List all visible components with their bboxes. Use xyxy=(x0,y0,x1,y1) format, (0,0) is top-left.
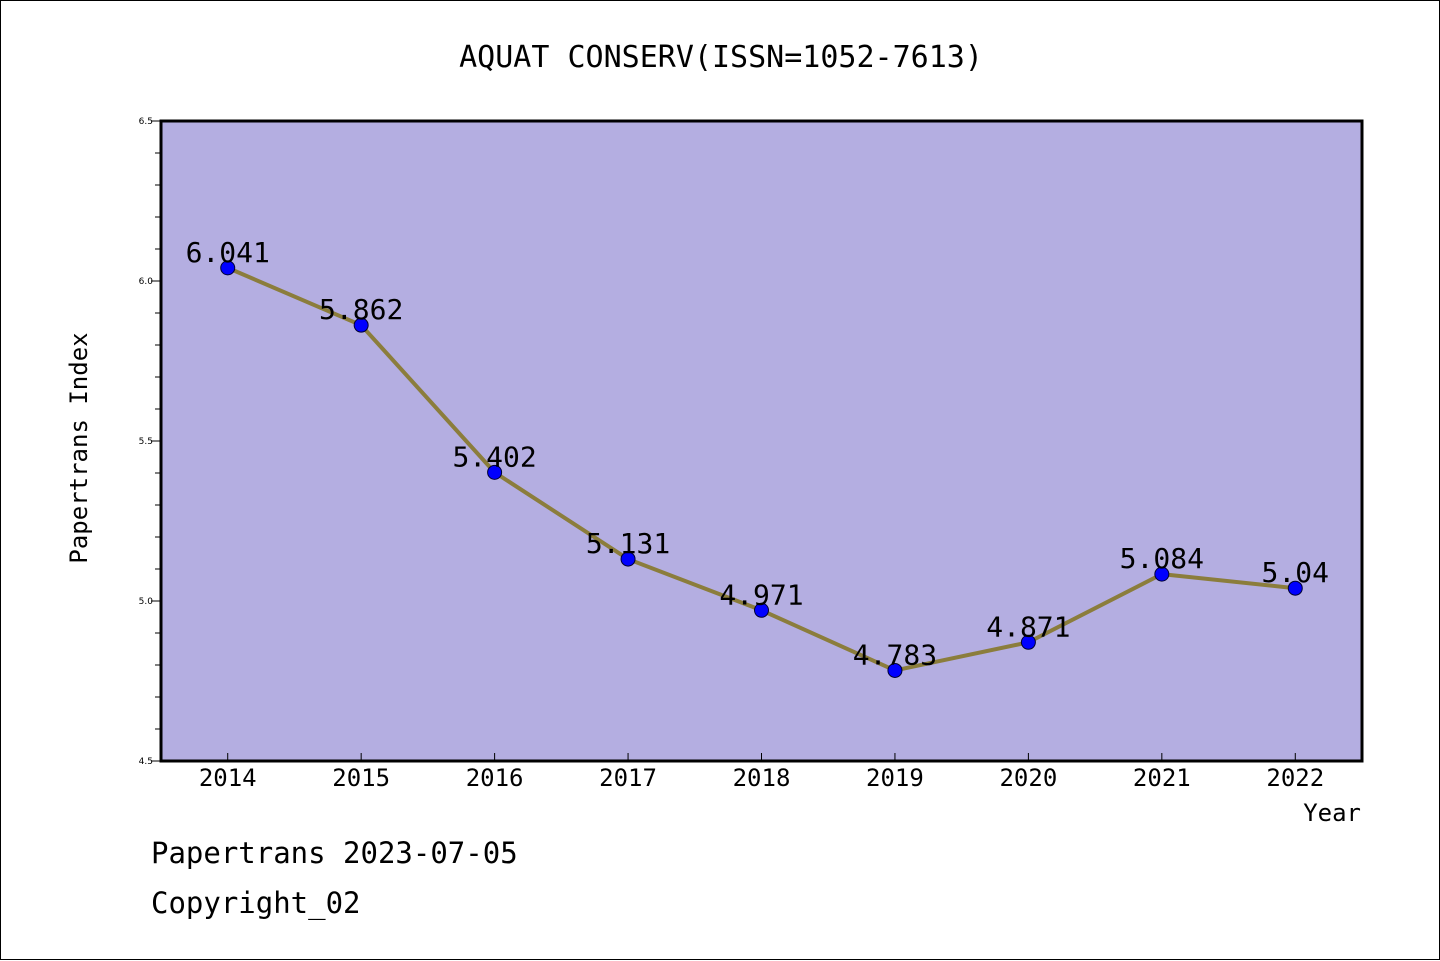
data-label: 4.871 xyxy=(986,610,1070,643)
data-point xyxy=(1020,634,1036,650)
plot-area xyxy=(159,119,1364,763)
data-point xyxy=(620,551,636,567)
y-axis-label: Papertrans Index xyxy=(65,332,93,563)
data-point xyxy=(887,662,903,678)
y-tick-label: 4.5 xyxy=(139,757,153,767)
data-label: 5.131 xyxy=(586,527,670,560)
data-point xyxy=(353,317,369,333)
data-point xyxy=(220,260,236,276)
data-point xyxy=(1287,580,1303,596)
data-label: 4.783 xyxy=(853,638,937,671)
data-label: 6.041 xyxy=(186,236,270,269)
footer-copyright: Copyright_02 xyxy=(151,886,361,920)
x-tick-label: 2018 xyxy=(733,764,791,792)
y-tick-label: 6.5 xyxy=(139,117,153,127)
x-axis-label: Year xyxy=(1303,799,1361,827)
x-tick-label: 2022 xyxy=(1266,764,1324,792)
data-label: 5.084 xyxy=(1120,542,1204,575)
data-label: 5.862 xyxy=(319,293,403,326)
x-tick-label: 2016 xyxy=(466,764,524,792)
y-tick-label: 5.5 xyxy=(139,437,153,447)
x-tick-label: 2015 xyxy=(332,764,390,792)
x-tick-label: 2014 xyxy=(199,764,257,792)
series-layer: 6.041 5.862 5.402 5.131 4.971 4.783 4.871 5.084… xyxy=(186,236,1329,678)
chart-title: AQUAT CONSERV(ISSN=1052-7613) xyxy=(459,40,983,75)
y-axis: 4.5 5.0 5.5 6.0 6.5 xyxy=(139,117,161,767)
data-point xyxy=(1154,566,1170,582)
x-tick-label: 2017 xyxy=(599,764,657,792)
data-point xyxy=(754,602,769,618)
data-label: 4.971 xyxy=(719,578,803,611)
y-tick-label: 6.0 xyxy=(139,277,154,287)
x-tick-label: 2019 xyxy=(866,764,924,792)
x-tick-label: 2020 xyxy=(999,764,1057,792)
footer-date: Papertrans 2023-07-05 xyxy=(151,836,518,870)
x-axis: 2014 2015 2016 2017 2018 2019 2020 2021 2022 xyxy=(199,753,1324,792)
data-point xyxy=(487,464,503,480)
y-tick-label: 5.0 xyxy=(139,597,154,607)
x-tick-label: 2021 xyxy=(1133,764,1191,792)
data-label: 5.402 xyxy=(452,440,536,473)
data-label: 5.04 xyxy=(1262,556,1329,589)
